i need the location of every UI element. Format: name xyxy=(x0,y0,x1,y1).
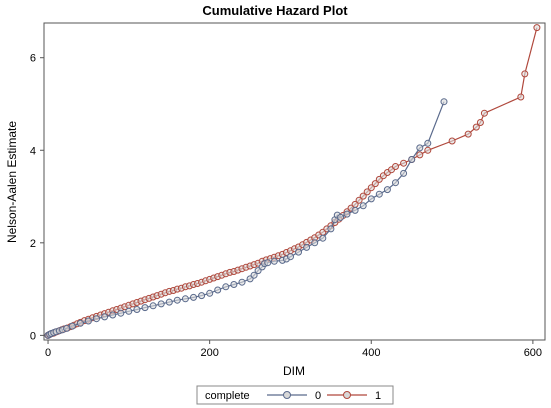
data-point-series-0 xyxy=(63,324,71,332)
x-axis: 0 200 400 600 xyxy=(45,340,542,359)
x-tick-label: 0 xyxy=(45,347,51,359)
data-point-series-0 xyxy=(343,210,351,218)
data-point-series-0 xyxy=(84,317,92,325)
data-point-series-0 xyxy=(101,313,109,321)
data-point-series-1 xyxy=(476,119,484,126)
data-point-series-0 xyxy=(133,306,141,313)
data-point-series-0 xyxy=(359,202,367,210)
data-point-series-0 xyxy=(165,298,173,306)
data-point-series-0 xyxy=(424,139,432,147)
data-point-series-1 xyxy=(448,137,456,145)
data-point-series-0 xyxy=(351,206,359,214)
y-axis-label: Nelson-Aalen Estimate xyxy=(5,121,19,243)
legend-label-series-1: 1 xyxy=(375,390,381,402)
y-tick-label: 0 xyxy=(30,330,36,342)
series-0 xyxy=(44,98,448,339)
data-point-series-1 xyxy=(371,180,379,188)
data-point-series-0 xyxy=(190,293,197,301)
legend-title: complete xyxy=(205,390,250,402)
data-point-series-0 xyxy=(181,295,189,303)
data-point-series-0 xyxy=(383,186,391,194)
data-point-series-0 xyxy=(149,302,157,310)
data-point-series-0 xyxy=(68,322,76,330)
data-point-series-0 xyxy=(311,239,319,247)
data-point-series-1 xyxy=(367,184,375,192)
data-point-series-0 xyxy=(408,156,416,163)
data-point-series-0 xyxy=(367,195,375,203)
data-point-series-0 xyxy=(238,278,246,286)
data-point-series-1 xyxy=(416,151,424,159)
legend-marker-series-1 xyxy=(343,391,351,399)
data-point-series-0 xyxy=(173,296,181,304)
x-axis-label: DIM xyxy=(283,364,305,378)
data-point-series-1 xyxy=(521,70,529,78)
data-point-series-0 xyxy=(337,213,345,221)
data-point-series-0 xyxy=(319,234,327,242)
legend: complete 0 1 xyxy=(196,385,394,405)
data-point-series-0 xyxy=(76,319,84,327)
data-point-series-0 xyxy=(270,257,278,265)
data-point-series-1 xyxy=(472,123,480,131)
data-point-series-0 xyxy=(117,309,125,317)
data-point-series-0 xyxy=(93,315,100,323)
data-point-series-0 xyxy=(222,283,230,291)
data-point-series-1 xyxy=(424,146,432,154)
y-tick-label: 2 xyxy=(30,238,36,250)
data-point-series-0 xyxy=(327,225,335,233)
data-point-series-1 xyxy=(533,24,541,32)
x-tick-label: 200 xyxy=(200,347,218,359)
data-point-series-1 xyxy=(392,163,399,170)
data-point-series-1 xyxy=(355,196,363,204)
series-layer xyxy=(44,24,541,339)
legend-marker-series-0 xyxy=(283,391,291,399)
chart-title: Cumulative Hazard Plot xyxy=(202,3,348,18)
data-point-series-0 xyxy=(206,289,214,297)
y-tick-label: 4 xyxy=(30,145,36,157)
data-point-series-0 xyxy=(264,259,272,267)
y-tick-label: 6 xyxy=(30,53,36,65)
data-point-series-0 xyxy=(392,179,399,187)
data-point-series-1 xyxy=(359,192,367,200)
data-point-series-0 xyxy=(416,144,424,152)
data-point-series-0 xyxy=(141,304,149,312)
plot-area-frame xyxy=(43,22,546,341)
data-point-series-0 xyxy=(375,190,383,198)
data-point-series-1 xyxy=(363,188,371,196)
data-point-series-0 xyxy=(295,248,302,256)
legend-label-series-0: 0 xyxy=(315,390,321,402)
data-point-series-0 xyxy=(198,292,206,300)
data-point-series-0 xyxy=(400,169,408,177)
data-point-series-0 xyxy=(125,307,133,315)
data-point-series-1 xyxy=(517,93,525,101)
data-point-series-0 xyxy=(287,253,294,261)
data-point-series-0 xyxy=(157,300,165,308)
data-point-series-0 xyxy=(230,281,238,288)
data-point-series-1 xyxy=(480,109,488,117)
data-point-series-1 xyxy=(464,130,472,138)
x-tick-label: 600 xyxy=(524,347,542,359)
data-point-series-0 xyxy=(440,98,448,106)
x-tick-label: 400 xyxy=(362,347,380,359)
y-axis: 0 2 4 6 xyxy=(30,53,44,342)
data-point-series-0 xyxy=(214,286,222,294)
data-point-series-0 xyxy=(109,311,117,319)
data-point-series-1 xyxy=(400,159,408,167)
data-point-series-0 xyxy=(250,271,258,279)
data-point-series-0 xyxy=(303,243,311,251)
